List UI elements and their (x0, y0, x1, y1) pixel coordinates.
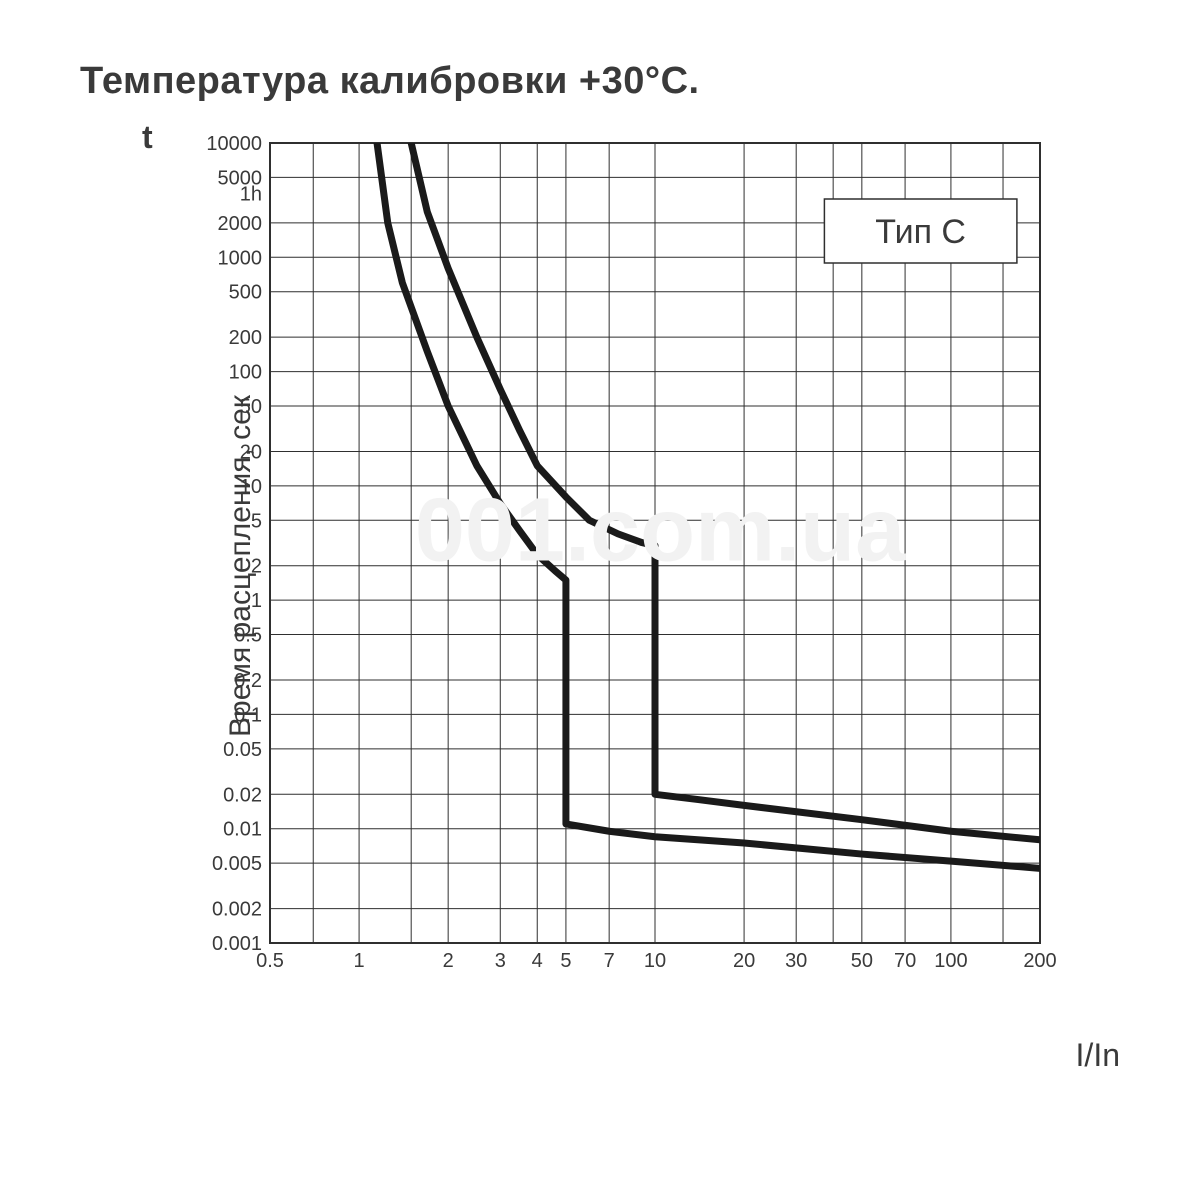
chart-title: Температура калибровки +30°C. (80, 60, 1120, 103)
y-axis-label: Время расцепления, сек (224, 395, 258, 737)
svg-text:20: 20 (733, 950, 755, 972)
chart-container: t Время расцепления, сек 001.com.ua 0.00… (200, 133, 1120, 998)
svg-text:5: 5 (560, 950, 571, 972)
svg-text:30: 30 (785, 950, 807, 972)
svg-text:0.02: 0.02 (223, 784, 262, 806)
svg-text:0.05: 0.05 (223, 739, 262, 761)
trip-curve-chart: 0.0010.0020.0050.010.020.050.10.20.51251… (200, 133, 1060, 993)
svg-text:100: 100 (229, 362, 262, 384)
svg-text:50: 50 (851, 950, 873, 972)
svg-text:0.005: 0.005 (212, 853, 262, 875)
svg-text:4: 4 (532, 950, 543, 972)
svg-text:2: 2 (443, 950, 454, 972)
svg-text:10000: 10000 (206, 133, 262, 155)
svg-text:0.01: 0.01 (223, 819, 262, 841)
x-axis-label: I/In (1076, 1037, 1120, 1074)
svg-text:7: 7 (604, 950, 615, 972)
svg-text:10: 10 (644, 950, 666, 972)
svg-text:500: 500 (229, 282, 262, 304)
svg-text:Тип C: Тип C (875, 213, 966, 251)
svg-text:0.001: 0.001 (212, 933, 262, 955)
svg-text:0.5: 0.5 (256, 950, 284, 972)
svg-text:200: 200 (229, 327, 262, 349)
svg-text:200: 200 (1023, 950, 1056, 972)
svg-text:70: 70 (894, 950, 916, 972)
svg-text:100: 100 (934, 950, 967, 972)
svg-text:2000: 2000 (218, 213, 263, 235)
svg-text:3: 3 (495, 950, 506, 972)
svg-text:1: 1 (354, 950, 365, 972)
y-axis-symbol: t (142, 119, 153, 156)
svg-text:0.002: 0.002 (212, 899, 262, 921)
svg-text:1h: 1h (240, 184, 262, 206)
svg-text:1000: 1000 (218, 247, 263, 269)
